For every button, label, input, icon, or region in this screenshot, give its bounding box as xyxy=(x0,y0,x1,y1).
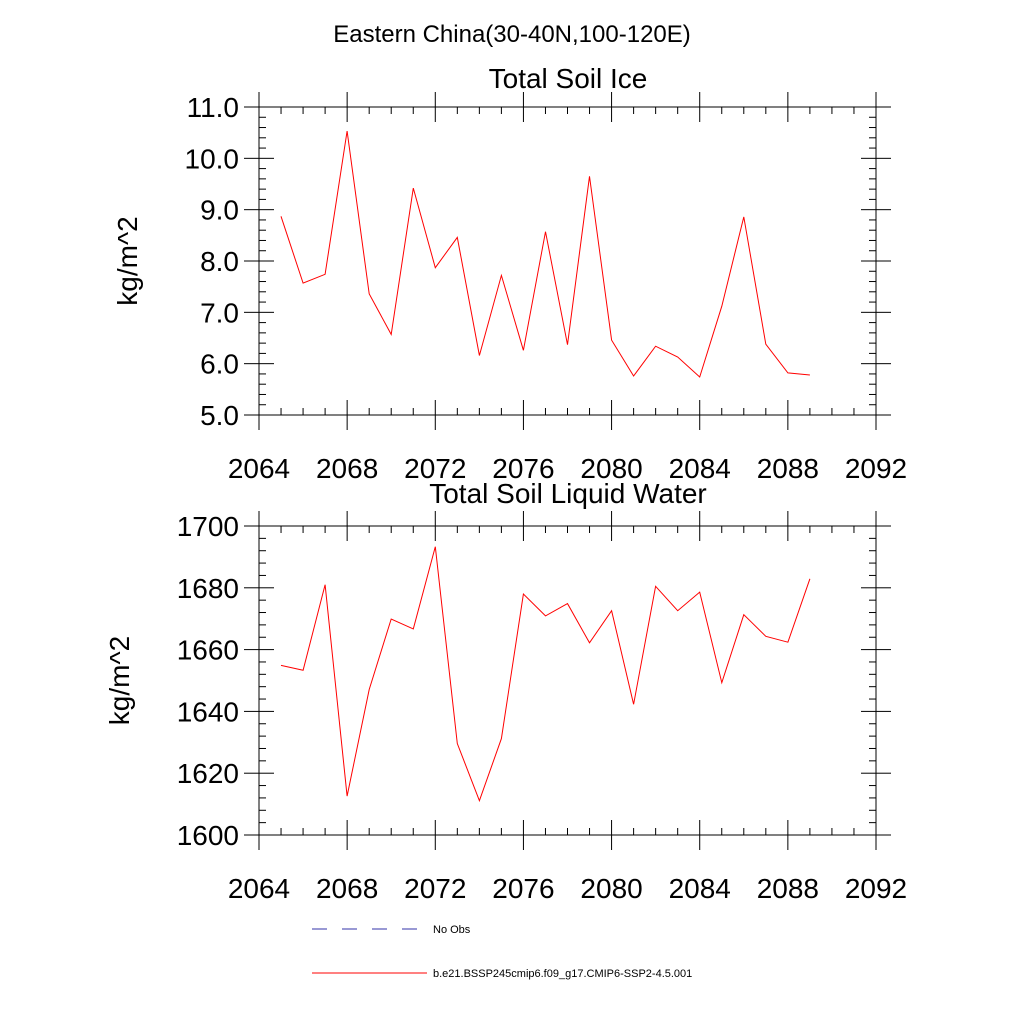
legend-entry-no-obs: No Obs xyxy=(312,924,471,936)
series-line xyxy=(280,546,811,803)
legend: No Obs b.e21.BSSP245cmip6.f09_g17.CMIP6-… xyxy=(312,924,692,980)
y-tick-label: 10.0 xyxy=(185,143,240,174)
legend-label-model-run: b.e21.BSSP245cmip6.f09_g17.CMIP6-SSP2-4.… xyxy=(433,968,692,980)
x-tick-label: 2076 xyxy=(492,453,554,484)
y-tick-label: 7.0 xyxy=(200,297,239,328)
legend-label-no-obs: No Obs xyxy=(433,924,471,936)
x-tick-label: 2080 xyxy=(580,873,642,904)
y-tick-label: 1680 xyxy=(177,573,239,604)
plot-frame xyxy=(258,106,877,416)
y-tick-label: 1620 xyxy=(177,758,239,789)
x-tick-label: 2072 xyxy=(404,453,466,484)
x-tick-label: 2092 xyxy=(845,453,907,484)
y-tick-label: 5.0 xyxy=(200,400,239,431)
y-tick-label: 1640 xyxy=(177,696,239,727)
y-tick-label: 11.0 xyxy=(187,92,239,123)
y-tick-label: 9.0 xyxy=(200,195,239,226)
x-tick-label: 2064 xyxy=(228,873,290,904)
y-tick-label: 1660 xyxy=(177,635,239,666)
y-tick-label: 6.0 xyxy=(200,349,239,380)
plot-title: Total Soil Ice xyxy=(489,63,648,94)
plot-frame xyxy=(258,525,877,836)
plot-panel-soil-liquid-water: Total Soil Liquid Water kg/m^2 2064 2068 207… xyxy=(104,478,907,904)
series-line xyxy=(280,131,810,378)
y-axis-label: kg/m^2 xyxy=(112,216,143,305)
x-tick-label: 2080 xyxy=(580,453,642,484)
x-tick-label: 2084 xyxy=(669,453,731,484)
x-tick-label: 2076 xyxy=(492,873,554,904)
x-tick-label: 2088 xyxy=(757,873,819,904)
plot-title: Total Soil Liquid Water xyxy=(429,478,707,509)
y-axis-label: kg/m^2 xyxy=(104,636,135,725)
plot-panel-soil-ice: Total Soil Ice kg/m^2 2064 2068 2072 2076 2080… xyxy=(112,63,907,484)
y-tick-label: 1700 xyxy=(177,511,239,542)
figure-title: Eastern China(30-40N,100-120E) xyxy=(333,21,691,48)
x-tick-label: 2068 xyxy=(316,453,378,484)
x-tick-label: 2092 xyxy=(845,873,907,904)
x-tick-label: 2064 xyxy=(228,453,290,484)
x-tick-label: 2084 xyxy=(669,873,731,904)
y-tick-label: 8.0 xyxy=(200,246,239,277)
x-tick-label: 2072 xyxy=(404,873,466,904)
x-tick-label: 2088 xyxy=(757,453,819,484)
legend-entry-model-run: b.e21.BSSP245cmip6.f09_g17.CMIP6-SSP2-4.… xyxy=(312,968,692,980)
y-tick-label: 1600 xyxy=(177,820,239,851)
x-tick-label: 2068 xyxy=(316,873,378,904)
